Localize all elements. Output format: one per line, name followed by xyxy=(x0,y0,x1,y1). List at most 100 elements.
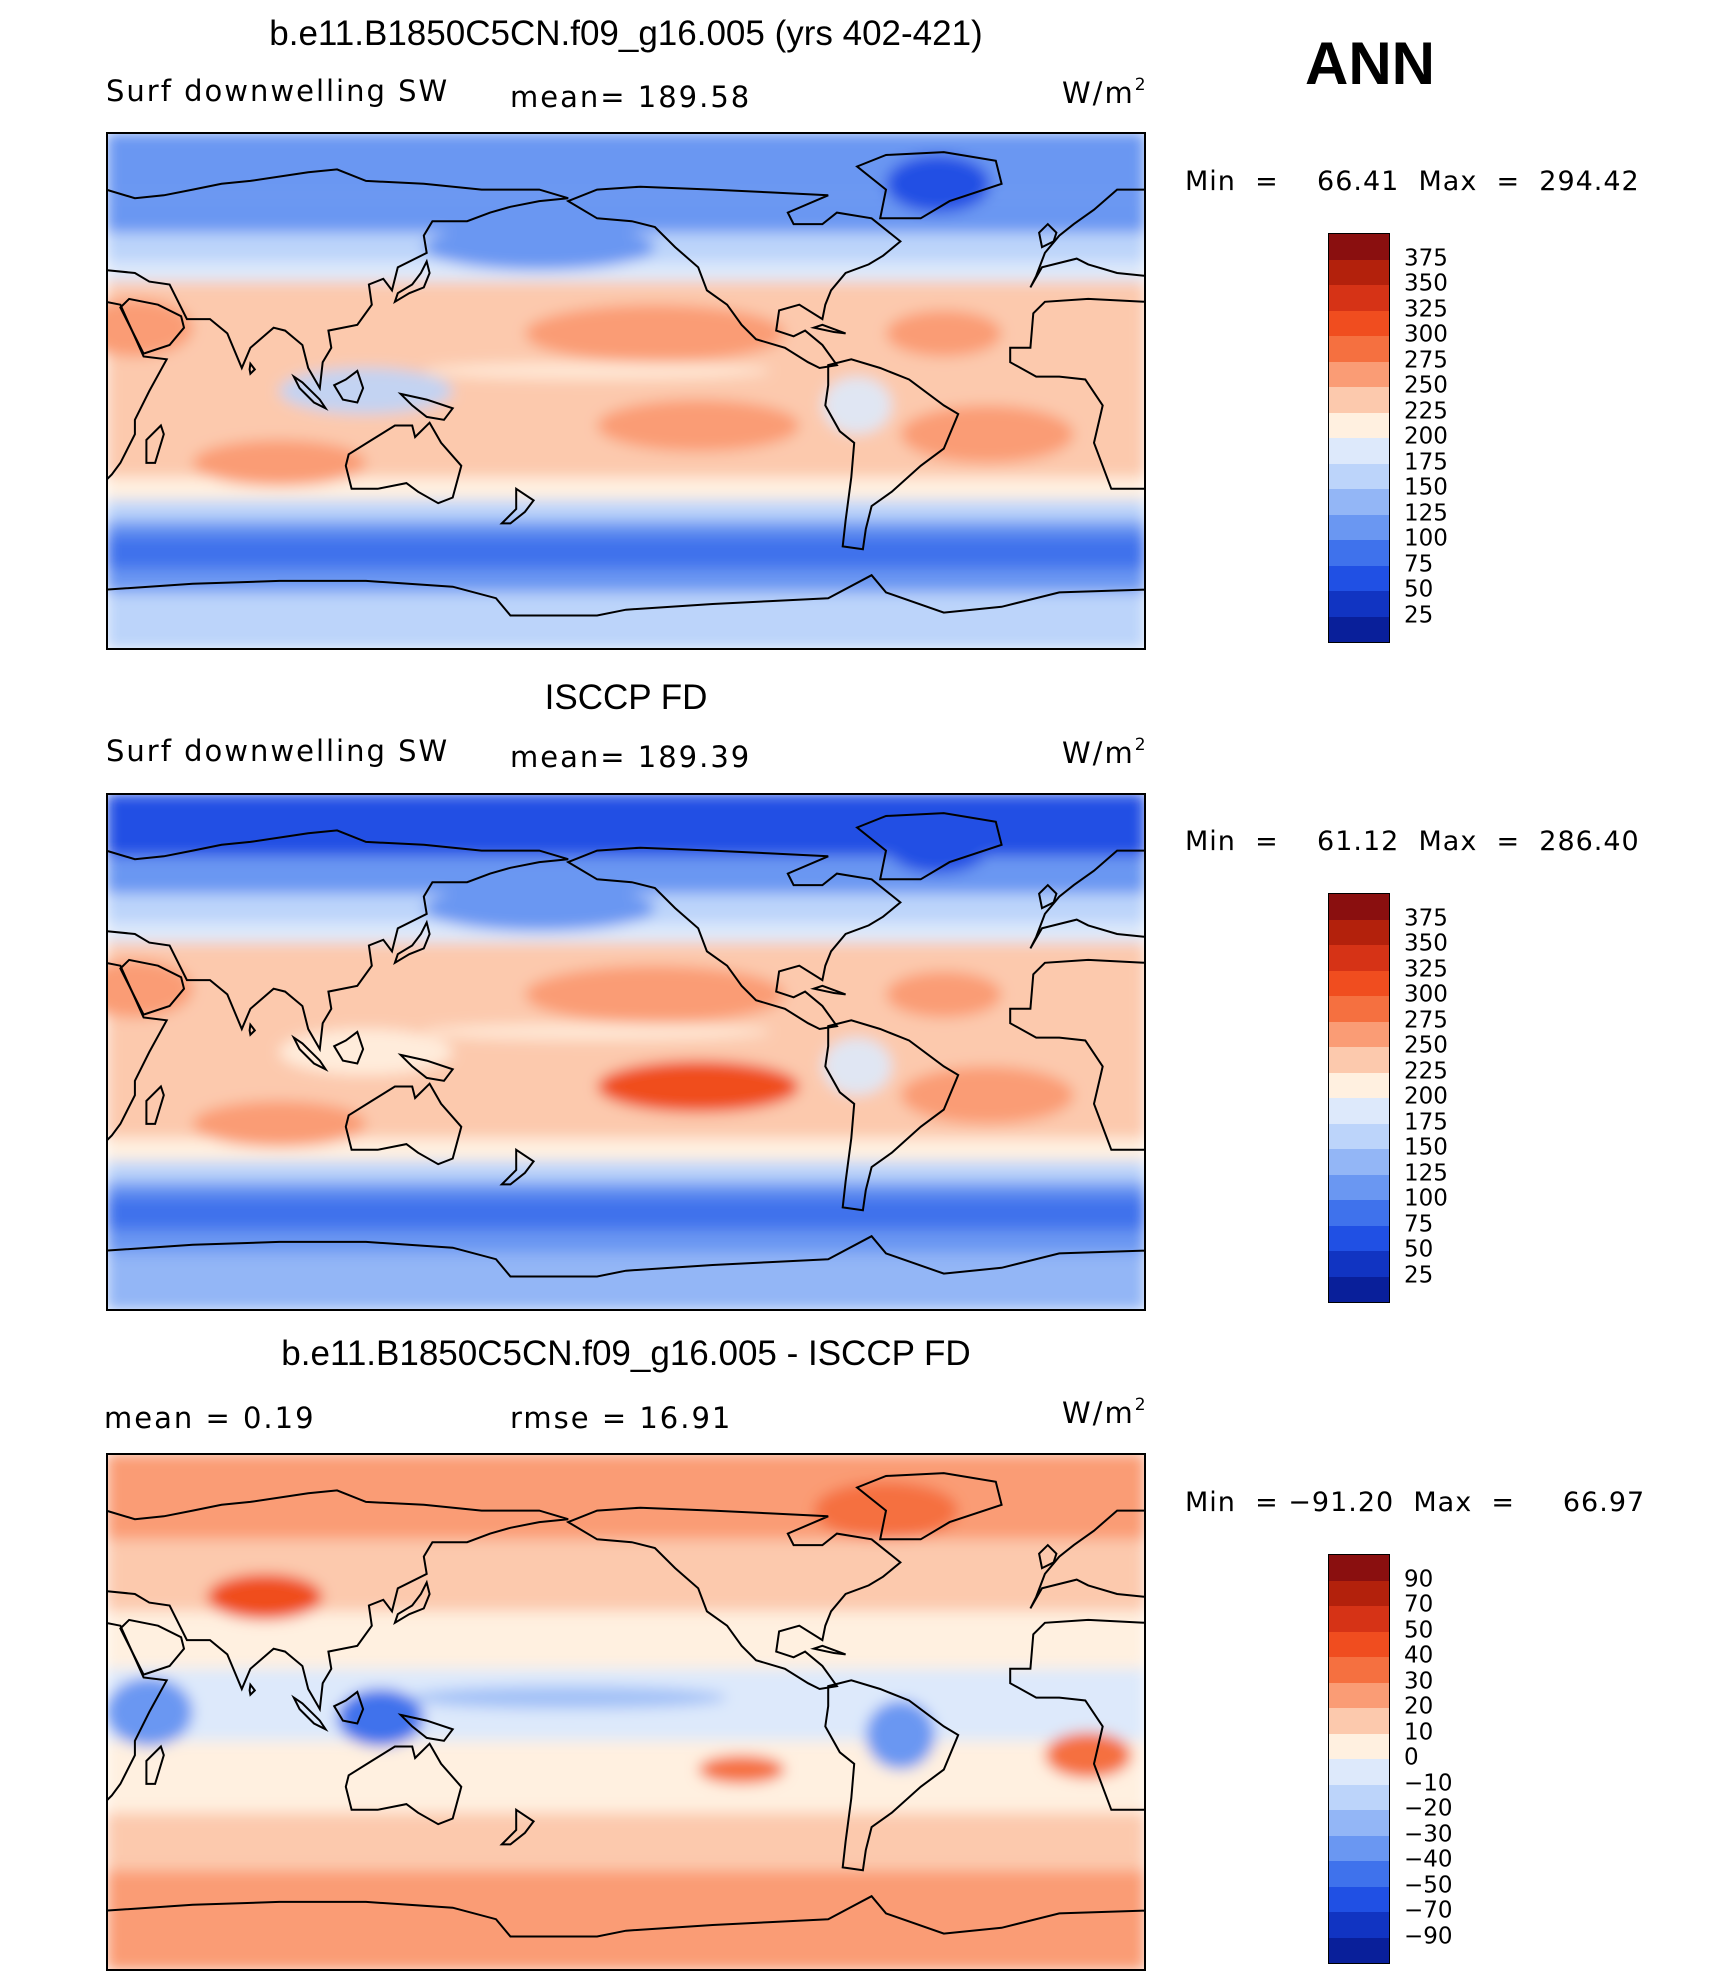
colorbar-swatch xyxy=(1328,540,1390,566)
colorbar-tick-label: 350 xyxy=(1404,930,1448,957)
colorbar-tick-label: 125 xyxy=(1404,500,1448,526)
colorbar-swatch xyxy=(1328,387,1390,413)
colorbar-tick-label: 225 xyxy=(1404,1058,1448,1084)
colorbar-tick-label: 325 xyxy=(1404,296,1448,322)
panel-2-units-label: W/m2 xyxy=(1062,735,1146,770)
colorbar-tick-label: 275 xyxy=(1404,347,1448,373)
colorbar-tick-label: −30 xyxy=(1404,1821,1453,1847)
colorbar-swatch xyxy=(1328,1886,1390,1912)
colorbar-swatch xyxy=(1328,1149,1390,1175)
colorbar-swatch xyxy=(1328,1580,1390,1606)
colorbar-tick-label: 175 xyxy=(1404,449,1448,475)
colorbar-tick-label: −50 xyxy=(1404,1872,1453,1898)
panel-3-units-label: W/m2 xyxy=(1062,1395,1146,1430)
colorbar-tick-label: 50 xyxy=(1404,576,1434,603)
colorbar-swatch xyxy=(1328,1174,1390,1200)
colorbar-swatch xyxy=(1328,285,1390,311)
panel-1-map xyxy=(106,132,1146,650)
colorbar-tick-label: 225 xyxy=(1404,398,1448,424)
colorbar-tick-label: 75 xyxy=(1404,1211,1434,1237)
panel-3-map xyxy=(106,1453,1146,1971)
colorbar-tick-label: 150 xyxy=(1404,1134,1448,1161)
panel-1-mean-label: mean= 189.58 xyxy=(510,80,752,114)
colorbar-swatch xyxy=(1328,1098,1390,1124)
colorbar-swatch xyxy=(1328,361,1390,387)
colorbar-swatch xyxy=(1328,1225,1390,1251)
colorbar-swatch xyxy=(1328,945,1390,971)
colorbar-tick-label: 350 xyxy=(1404,270,1448,297)
colorbar-swatch xyxy=(1328,616,1390,643)
colorbar-tick-label: 100 xyxy=(1404,1185,1448,1212)
colorbar-swatch xyxy=(1328,310,1390,336)
panel-1-title: b.e11.B1850C5CN.f09_g16.005 (yrs 402-421… xyxy=(269,14,983,53)
colorbar-swatch xyxy=(1328,1554,1390,1581)
colorbar-tick-label: 75 xyxy=(1404,551,1434,577)
panel-3-title: b.e11.B1850C5CN.f09_g16.005 - ISCCP FD xyxy=(281,1334,971,1373)
panel-1-units-label: W/m2 xyxy=(1062,75,1146,110)
colorbar-swatch xyxy=(1328,1072,1390,1098)
panel-2-map xyxy=(106,793,1146,1311)
panel-1-colorbar xyxy=(1328,233,1390,643)
colorbar-swatch xyxy=(1328,893,1390,920)
colorbar-swatch xyxy=(1328,463,1390,489)
panel-3-min-max: Min = −91.20 Max = 66.97 xyxy=(1185,1487,1646,1518)
colorbar-swatch xyxy=(1328,233,1390,260)
colorbar-tick-label: 40 xyxy=(1404,1642,1434,1669)
colorbar-swatch xyxy=(1328,1047,1390,1073)
colorbar-tick-label: 250 xyxy=(1404,1032,1448,1059)
colorbar-tick-label: −10 xyxy=(1404,1770,1453,1796)
colorbar-swatch xyxy=(1328,1251,1390,1277)
colorbar-swatch xyxy=(1328,1759,1390,1785)
colorbar-tick-label: 325 xyxy=(1404,956,1448,982)
colorbar-swatch xyxy=(1328,1200,1390,1226)
colorbar-tick-label: 125 xyxy=(1404,1160,1448,1186)
panel-3-rmse-label: rmse = 16.91 xyxy=(510,1401,733,1435)
panel-2-min-max: Min = 61.12 Max = 286.40 xyxy=(1185,826,1640,857)
colorbar-swatch xyxy=(1328,1810,1390,1836)
panel-3-mean-label: mean = 0.19 xyxy=(104,1401,316,1435)
colorbar-tick-label: 0 xyxy=(1404,1744,1419,1771)
colorbar-tick-label: 150 xyxy=(1404,474,1448,501)
colorbar-tick-label: 175 xyxy=(1404,1109,1448,1135)
panel-1-variable-label: Surf downwelling SW xyxy=(106,74,450,108)
colorbar-swatch xyxy=(1328,1784,1390,1810)
colorbar-tick-label: 300 xyxy=(1404,321,1448,348)
colorbar-tick-label: −40 xyxy=(1404,1846,1453,1873)
panel-1-min-max: Min = 66.41 Max = 294.42 xyxy=(1185,166,1640,197)
colorbar-swatch xyxy=(1328,1657,1390,1683)
colorbar-swatch xyxy=(1328,1123,1390,1149)
colorbar-swatch xyxy=(1328,565,1390,591)
colorbar-swatch xyxy=(1328,1937,1390,1964)
colorbar-swatch xyxy=(1328,259,1390,285)
colorbar-swatch xyxy=(1328,1631,1390,1657)
colorbar-tick-label: 20 xyxy=(1404,1693,1434,1720)
colorbar-tick-label: 375 xyxy=(1404,905,1448,931)
colorbar-tick-label: 30 xyxy=(1404,1668,1434,1694)
colorbar-tick-label: 375 xyxy=(1404,245,1448,271)
colorbar-tick-label: −70 xyxy=(1404,1897,1453,1924)
colorbar-swatch xyxy=(1328,1708,1390,1734)
colorbar-swatch xyxy=(1328,438,1390,464)
colorbar-tick-label: 50 xyxy=(1404,1617,1434,1643)
colorbar-swatch xyxy=(1328,1682,1390,1708)
colorbar-tick-label: 100 xyxy=(1404,525,1448,552)
colorbar-swatch xyxy=(1328,1861,1390,1887)
season-label: ANN xyxy=(1305,30,1435,97)
colorbar-swatch xyxy=(1328,489,1390,515)
panel-3-colorbar xyxy=(1328,1554,1390,1964)
colorbar-swatch xyxy=(1328,970,1390,996)
colorbar-swatch xyxy=(1328,1835,1390,1861)
panel-2-mean-label: mean= 189.39 xyxy=(510,740,752,774)
panel-2-title: ISCCP FD xyxy=(544,678,708,717)
colorbar-tick-label: 200 xyxy=(1404,1083,1448,1110)
colorbar-swatch xyxy=(1328,1912,1390,1938)
panel-2-colorbar xyxy=(1328,893,1390,1303)
colorbar-tick-label: 90 xyxy=(1404,1566,1434,1592)
colorbar-swatch xyxy=(1328,996,1390,1022)
colorbar-tick-label: 50 xyxy=(1404,1236,1434,1263)
colorbar-swatch xyxy=(1328,514,1390,540)
colorbar-tick-label: 10 xyxy=(1404,1719,1434,1745)
colorbar-tick-label: 25 xyxy=(1404,1262,1434,1288)
colorbar-swatch xyxy=(1328,1021,1390,1047)
panel-2-variable-label: Surf downwelling SW xyxy=(106,734,450,768)
